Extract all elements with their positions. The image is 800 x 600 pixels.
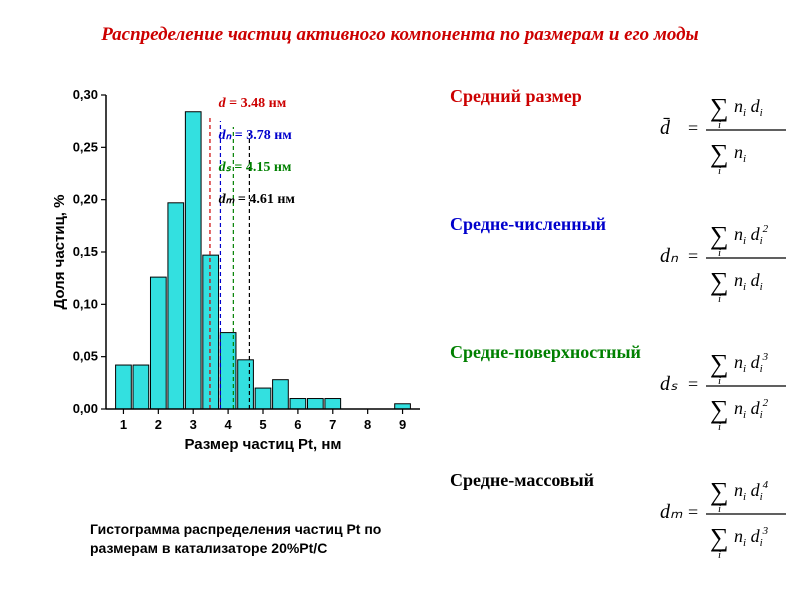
x-tick-label: 1 [120, 417, 127, 432]
histogram-bar [168, 203, 184, 409]
x-tick-label: 6 [294, 417, 301, 432]
svg-text:i: i [718, 375, 721, 387]
formula-expression: dₛ=∑ini di3∑ini di2 [660, 336, 790, 436]
page-title: Распределение частиц активного компонент… [0, 24, 800, 46]
mode-label: dₙ = 3.78 нм [219, 128, 293, 143]
formula-label: Средний размер [450, 86, 582, 107]
svg-text:i: i [718, 421, 721, 433]
formula-expression: dₘ=∑ini di4∑ini di3 [660, 464, 790, 564]
formula-row: Средне-поверхностныйdₛ=∑ini di3∑ini di2 [450, 336, 790, 436]
x-tick-label: 4 [224, 417, 232, 432]
svg-text:=: = [688, 246, 698, 266]
histogram-chart: 0,00 0,05 0,10 0,15 0,20 0,25 0,30 1 2 3 4 5 6 7 8 9 Раз… [50, 85, 430, 455]
svg-text:=: = [688, 118, 698, 138]
mode-label: dₛ = 4.15 нм [219, 160, 292, 175]
histogram-bar [255, 388, 271, 409]
formula-expression: d̄=∑ini di∑ini [660, 80, 790, 180]
mode-label: dₘ = 4.61 нм [219, 192, 296, 207]
mode-label: d = 3.48 нм [219, 96, 287, 111]
x-tick-label: 8 [364, 417, 371, 432]
svg-text:i: i [718, 247, 721, 259]
svg-text:ni di3: ni di3 [734, 351, 769, 375]
svg-text:ni di3: ni di3 [734, 525, 769, 549]
svg-text:∑: ∑ [710, 139, 729, 168]
svg-text:∑: ∑ [710, 395, 729, 424]
svg-text:∑: ∑ [710, 267, 729, 296]
svg-text:ni di4: ni di4 [734, 479, 769, 503]
svg-text:ni di: ni di [734, 96, 763, 119]
formula-expression: dₙ=∑ini di2∑ini di [660, 208, 790, 308]
histogram-bar [150, 277, 166, 409]
y-tick-label: 0,25 [73, 139, 98, 154]
y-tick-label: 0,30 [73, 87, 98, 102]
y-tick-label: 0,15 [73, 244, 98, 259]
histogram-bar [185, 112, 201, 409]
svg-text:i: i [718, 549, 721, 561]
y-axis-label: Доля частиц, % [51, 195, 68, 310]
svg-text:ni di: ni di [734, 270, 763, 293]
histogram-bar [273, 380, 289, 409]
histogram-bar [238, 360, 254, 409]
y-tick-label: 0,05 [73, 349, 98, 364]
svg-text:=: = [688, 374, 698, 394]
svg-text:∑: ∑ [710, 477, 729, 506]
histogram-bar [116, 365, 132, 409]
svg-text:i: i [718, 503, 721, 515]
y-tick-label: 0,20 [73, 192, 98, 207]
formula-label: Средне-массовый [450, 470, 594, 491]
y-tick-label: 0,00 [73, 401, 98, 416]
histogram-bar [325, 399, 341, 409]
svg-text:i: i [718, 165, 721, 177]
svg-text:∑: ∑ [710, 523, 729, 552]
svg-text:i: i [718, 293, 721, 305]
histogram-bar [290, 399, 306, 409]
x-axis-label: Размер частиц Pt, нм [184, 436, 341, 453]
histogram-bar [133, 365, 149, 409]
x-tick-label: 7 [329, 417, 336, 432]
svg-text:dₙ: dₙ [660, 245, 679, 267]
x-tick-label: 9 [399, 417, 406, 432]
svg-text:∑: ∑ [710, 349, 729, 378]
histogram-bar [307, 399, 323, 409]
svg-text:dₘ: dₘ [660, 501, 683, 523]
svg-text:ni di2: ni di2 [734, 223, 769, 247]
chart-caption: Гистограмма распределения частиц Pt по р… [90, 520, 410, 558]
svg-text:∑: ∑ [710, 93, 729, 122]
svg-text:∑: ∑ [710, 221, 729, 250]
svg-text:i: i [718, 119, 721, 131]
x-tick-label: 3 [190, 417, 197, 432]
formula-label: Средне-численный [450, 214, 606, 235]
svg-text:d̄: d̄ [660, 117, 671, 139]
svg-text:=: = [688, 502, 698, 522]
formula-row: Средний размерd̄=∑ini di∑ini [450, 80, 790, 180]
histogram-bar [203, 255, 219, 409]
histogram-bar [395, 404, 411, 409]
x-tick-label: 2 [155, 417, 162, 432]
formula-label: Средне-поверхностный [450, 342, 641, 363]
svg-text:ni di2: ni di2 [734, 397, 769, 421]
formula-panel: Средний размерd̄=∑ini di∑iniСредне-числе… [450, 80, 790, 592]
y-tick-label: 0,10 [73, 296, 98, 311]
x-tick-label: 5 [259, 417, 266, 432]
svg-text:dₛ: dₛ [660, 373, 678, 395]
formula-row: Средне-численныйdₙ=∑ini di2∑ini di [450, 208, 790, 308]
svg-text:ni: ni [734, 142, 746, 165]
formula-row: Средне-массовыйdₘ=∑ini di4∑ini di3 [450, 464, 790, 564]
